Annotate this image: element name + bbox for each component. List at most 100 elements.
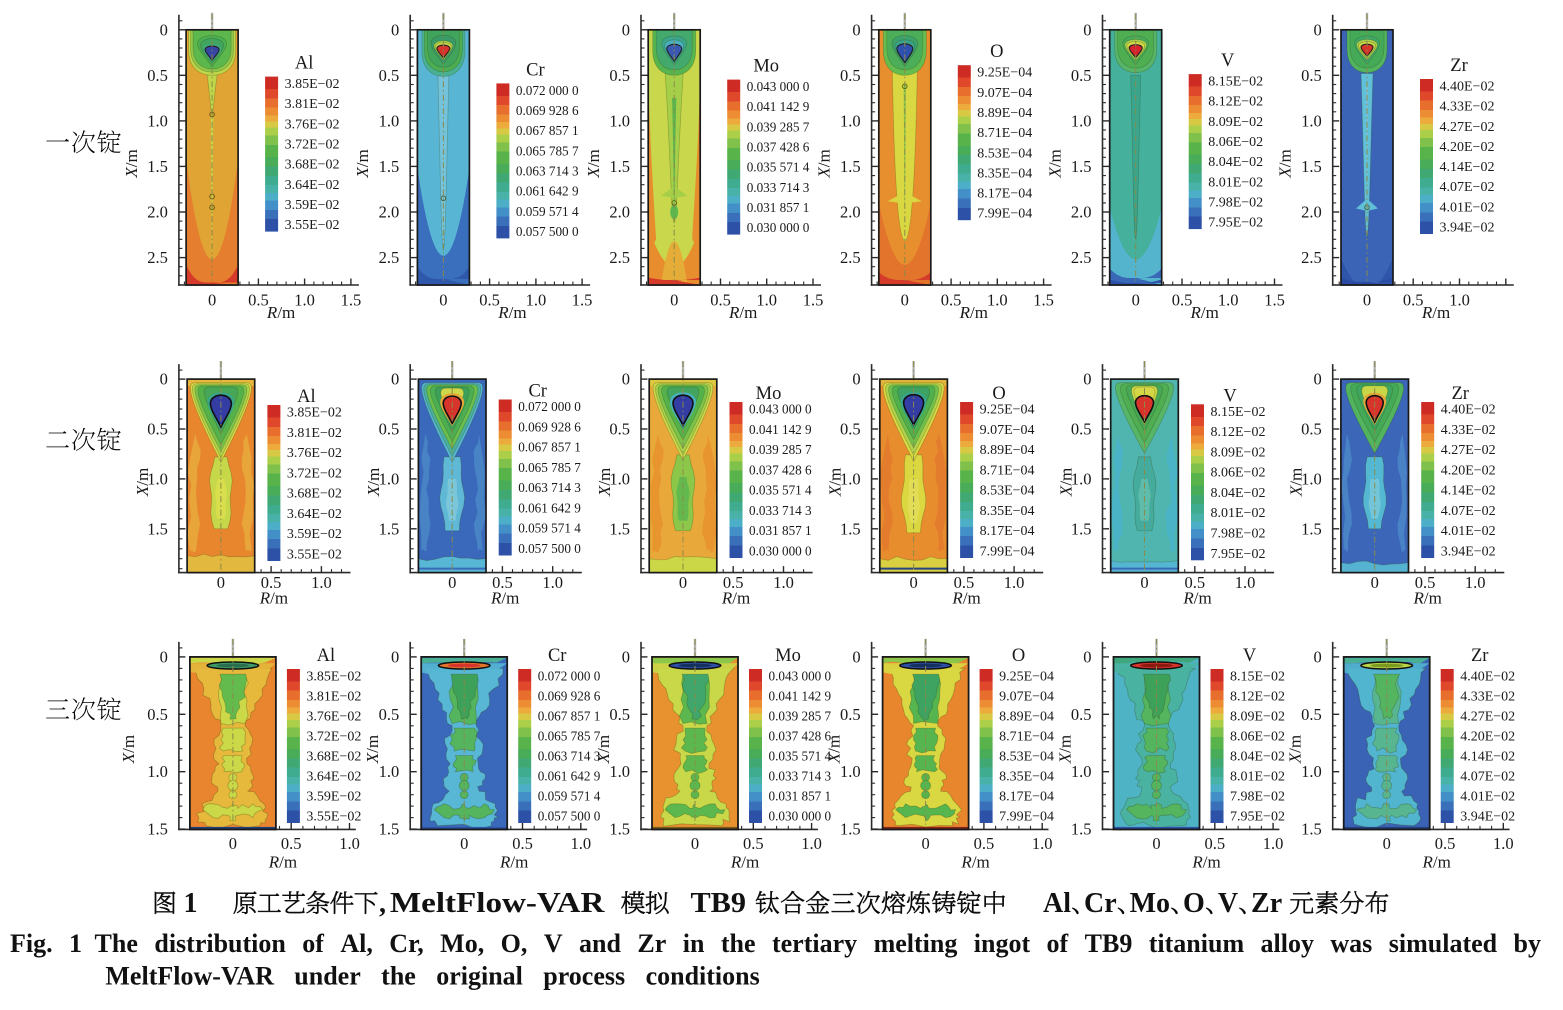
svg-text:1.5: 1.5 — [147, 519, 168, 538]
svg-text:0.037 428 6: 0.037 428 6 — [749, 462, 812, 477]
svg-text:0.5: 0.5 — [1301, 705, 1322, 724]
svg-text:X/m: X/m — [133, 468, 152, 497]
svg-text:Mo: Mo — [756, 384, 782, 404]
svg-text:7.99E−04: 7.99E−04 — [999, 810, 1054, 825]
svg-text:7.99E−04: 7.99E−04 — [977, 207, 1032, 222]
svg-text:8.06E−02: 8.06E−02 — [1208, 135, 1263, 150]
svg-text:9.25E−04: 9.25E−04 — [999, 670, 1054, 685]
svg-text:under: under — [294, 962, 360, 991]
svg-text:1.0: 1.0 — [1004, 573, 1025, 592]
svg-text:4.07E−02: 4.07E−02 — [1440, 180, 1495, 195]
svg-text:0.5: 0.5 — [840, 420, 861, 439]
svg-text:0.5: 0.5 — [840, 66, 861, 85]
svg-text:0: 0 — [160, 20, 168, 39]
svg-text:0.039 285 7: 0.039 285 7 — [769, 709, 832, 724]
svg-text:2.0: 2.0 — [147, 203, 168, 222]
svg-text:R/m: R/m — [951, 589, 980, 608]
svg-text:3.59E−02: 3.59E−02 — [287, 527, 342, 542]
svg-text:0.5: 0.5 — [261, 573, 282, 592]
svg-text:0: 0 — [160, 370, 168, 389]
svg-text:X/m: X/m — [1286, 735, 1305, 764]
svg-text:4.27E−02: 4.27E−02 — [1440, 120, 1495, 135]
svg-text:0.5: 0.5 — [379, 705, 400, 724]
svg-text:2.0: 2.0 — [840, 203, 861, 222]
svg-text:0: 0 — [1313, 20, 1321, 39]
svg-text:0: 0 — [391, 20, 399, 39]
svg-text:X/m: X/m — [584, 149, 603, 178]
svg-text:3.64E−02: 3.64E−02 — [306, 770, 361, 785]
svg-text:0.061 642 9: 0.061 642 9 — [538, 769, 601, 784]
svg-text:R/m: R/m — [728, 303, 757, 322]
svg-text:in: in — [683, 929, 705, 958]
svg-text:1.5: 1.5 — [840, 519, 861, 538]
svg-text:of: of — [1047, 929, 1069, 958]
svg-text:X/m: X/m — [353, 149, 372, 178]
svg-text:0.039 285 7: 0.039 285 7 — [749, 442, 812, 457]
svg-text:0.041 142 9: 0.041 142 9 — [769, 689, 832, 704]
svg-text:X/m: X/m — [363, 735, 382, 764]
svg-text:0.5: 0.5 — [281, 834, 302, 853]
svg-text:3.85E−02: 3.85E−02 — [285, 77, 340, 92]
svg-text:X/m: X/m — [825, 735, 844, 764]
svg-text:8.89E−04: 8.89E−04 — [980, 443, 1035, 458]
svg-text:X/m: X/m — [815, 149, 834, 178]
svg-text:3.68E−02: 3.68E−02 — [287, 487, 342, 502]
svg-text:1.5: 1.5 — [572, 291, 593, 310]
svg-text:0.063 714 3: 0.063 714 3 — [538, 749, 601, 764]
svg-text:1.0: 1.0 — [294, 291, 315, 310]
svg-text:conditions: conditions — [646, 962, 760, 991]
svg-text:8.09E−02: 8.09E−02 — [1211, 445, 1266, 460]
svg-text:V: V — [1221, 51, 1235, 71]
svg-text:O: O — [990, 42, 1003, 62]
svg-text:1.0: 1.0 — [1235, 573, 1256, 592]
svg-text:0.5: 0.5 — [743, 834, 764, 853]
svg-text:9.25E−04: 9.25E−04 — [980, 403, 1035, 418]
svg-text:0: 0 — [921, 834, 929, 853]
svg-text:1.0: 1.0 — [1032, 834, 1053, 853]
svg-text:0: 0 — [852, 20, 860, 39]
svg-text:0: 0 — [622, 20, 630, 39]
svg-text:0.067 857 1: 0.067 857 1 — [518, 440, 581, 455]
svg-text:4.14E−02: 4.14E−02 — [1441, 484, 1496, 499]
svg-text:0.033 714 3: 0.033 714 3 — [747, 180, 810, 195]
svg-text:2.5: 2.5 — [1301, 248, 1322, 267]
svg-text:1.0: 1.0 — [1071, 111, 1092, 130]
svg-text:8.01E−02: 8.01E−02 — [1208, 175, 1263, 190]
svg-text:R/m: R/m — [490, 589, 519, 608]
svg-text:R/m: R/m — [1191, 852, 1220, 871]
svg-text:3.94E−02: 3.94E−02 — [1440, 221, 1495, 236]
svg-text:V: V — [1218, 888, 1238, 919]
svg-text:0: 0 — [229, 834, 237, 853]
svg-text:O: O — [1012, 646, 1025, 666]
svg-text:0.069 928 6: 0.069 928 6 — [538, 689, 601, 704]
svg-text:3.55E−02: 3.55E−02 — [287, 548, 342, 563]
svg-text:0.5: 0.5 — [1435, 834, 1456, 853]
svg-text:1.0: 1.0 — [609, 111, 630, 130]
svg-text:0.067 857 1: 0.067 857 1 — [516, 123, 579, 138]
svg-text:0.072 000 0: 0.072 000 0 — [516, 83, 579, 98]
svg-text:8.01E−02: 8.01E−02 — [1230, 770, 1285, 785]
svg-text:4.27E−02: 4.27E−02 — [1460, 710, 1515, 725]
svg-text:3.76E−02: 3.76E−02 — [306, 710, 361, 725]
svg-text:1.0: 1.0 — [542, 573, 563, 592]
svg-text:0.5: 0.5 — [1172, 291, 1193, 310]
svg-text:0.061 642 9: 0.061 642 9 — [518, 500, 581, 515]
svg-text:MeltFlow-VAR: MeltFlow-VAR — [390, 888, 605, 919]
svg-text:4.20E−02: 4.20E−02 — [1440, 140, 1495, 155]
svg-text:1.0: 1.0 — [379, 111, 400, 130]
svg-text:X/m: X/m — [119, 735, 138, 764]
svg-text:0.033 714 3: 0.033 714 3 — [749, 503, 812, 518]
svg-text:1.5: 1.5 — [1301, 820, 1322, 839]
svg-text:R/m: R/m — [960, 852, 989, 871]
svg-text:1.0: 1.0 — [1071, 469, 1092, 488]
svg-text:X/m: X/m — [1056, 735, 1075, 764]
svg-text:1.0: 1.0 — [987, 291, 1008, 310]
svg-text:0.5: 0.5 — [954, 573, 975, 592]
svg-text:9.07E−04: 9.07E−04 — [980, 423, 1035, 438]
svg-text:0: 0 — [691, 834, 699, 853]
svg-text:1.0: 1.0 — [339, 834, 360, 853]
svg-text:Mo,: Mo, — [440, 929, 484, 958]
svg-text:X/m: X/m — [595, 468, 614, 497]
svg-text:8.15E−02: 8.15E−02 — [1211, 405, 1266, 420]
svg-text:0: 0 — [1313, 370, 1321, 389]
